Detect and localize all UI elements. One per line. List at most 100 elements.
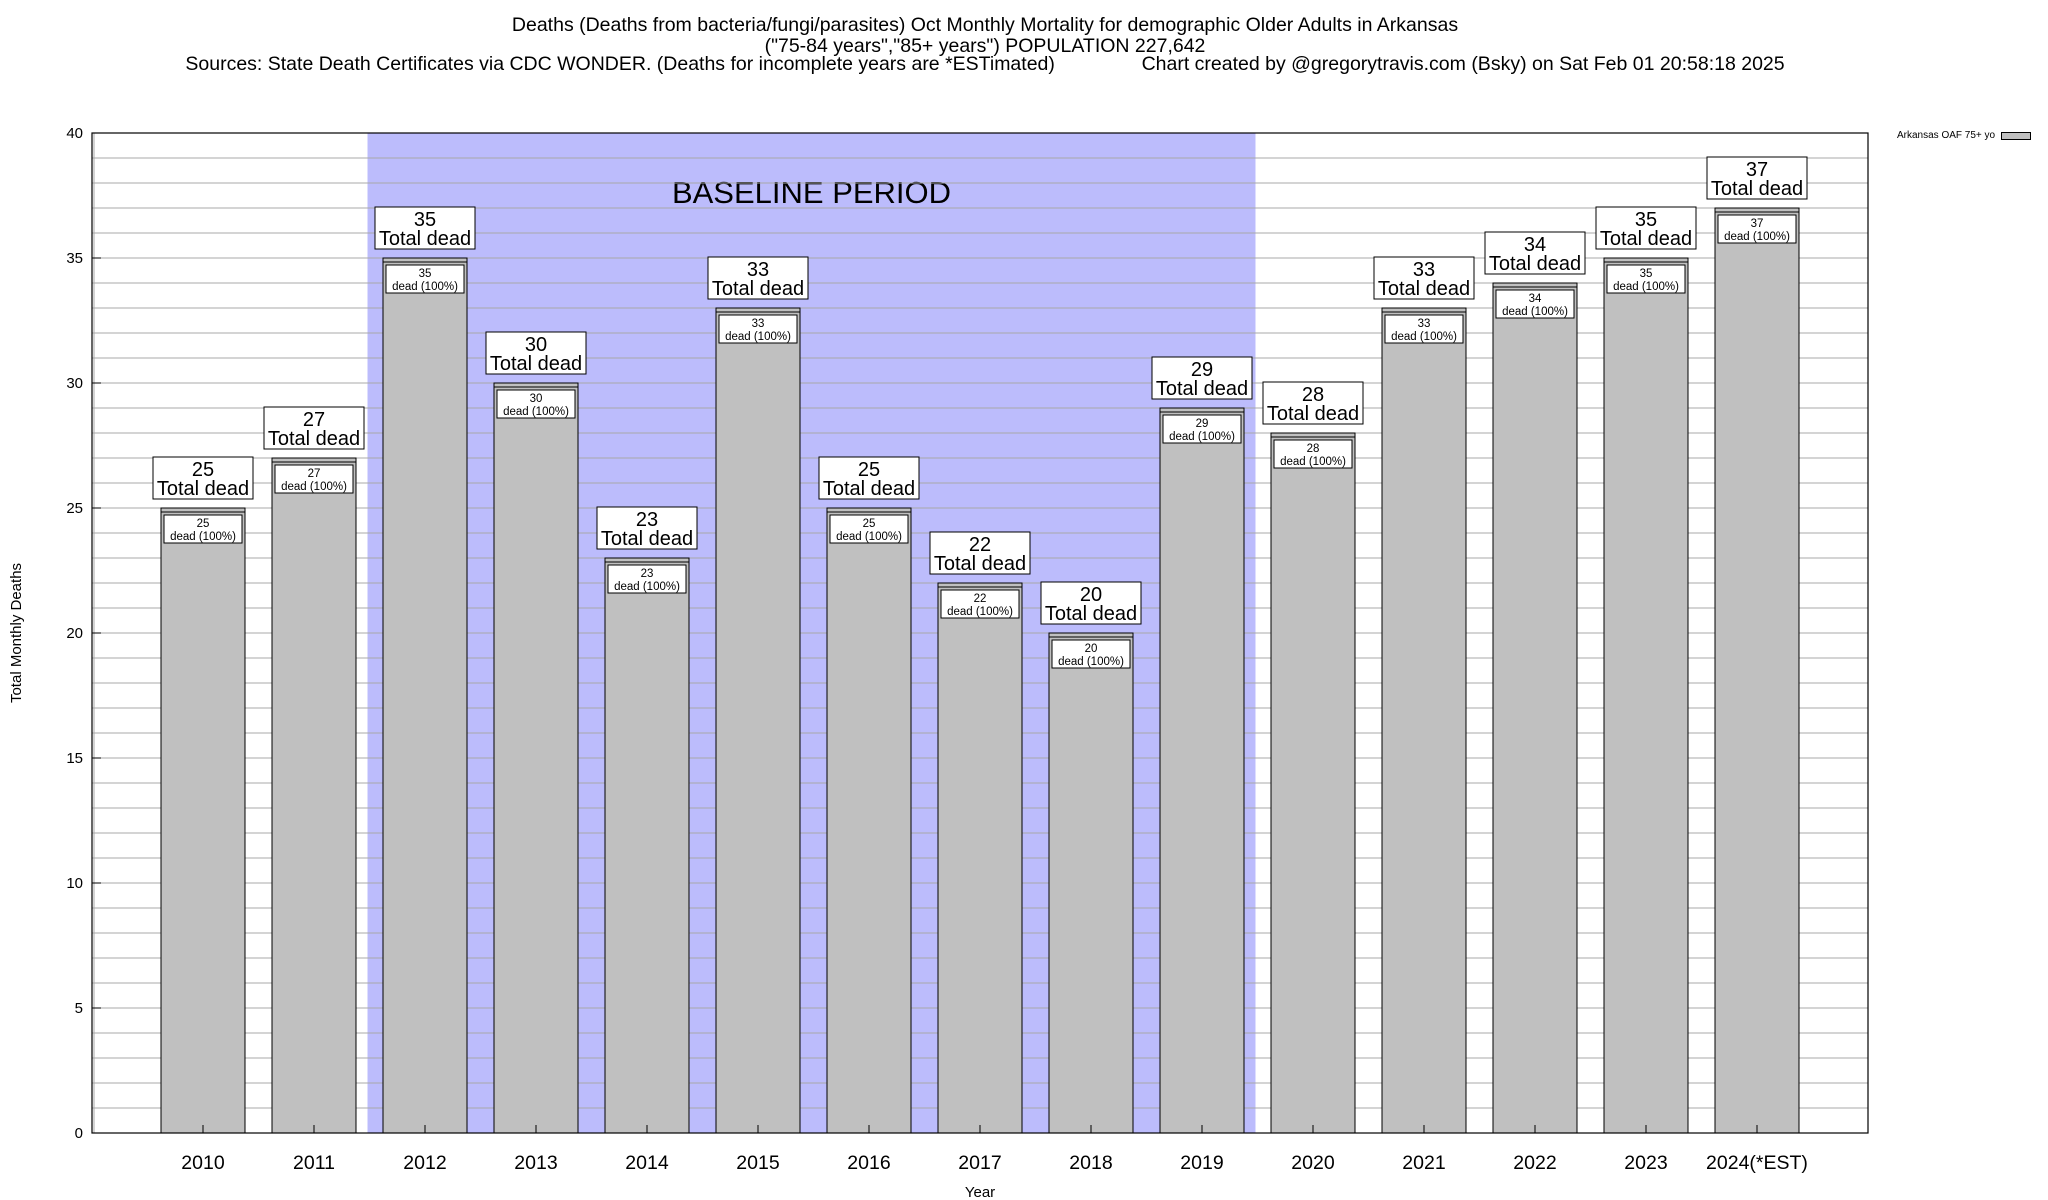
bar (1381, 307, 1467, 1134)
bar-outer-value: 33 (747, 259, 769, 281)
bar (1492, 282, 1578, 1134)
bar-inner-label-box (940, 589, 1020, 619)
bar-outer-text: Total dead (268, 428, 360, 450)
bar-outer-text: Total dead (601, 528, 693, 550)
bar-outer-label-box (818, 456, 920, 500)
bar-outer-text: Total dead (934, 553, 1026, 575)
bar-inner-value: 33 (1418, 318, 1431, 330)
bar-outer-text: Total dead (157, 478, 249, 500)
x-tick-label: 2016 (847, 1152, 890, 1174)
bar (826, 507, 912, 1134)
y-tick-label: 30 (66, 375, 83, 392)
bar-inner-label-box (1162, 414, 1242, 444)
bar-inner-value: 22 (974, 593, 987, 605)
bar-inner-value: 34 (1529, 293, 1542, 305)
legend-swatch (2001, 131, 2032, 140)
bar-inner-value: 25 (197, 518, 210, 530)
bar-inner-value: 20 (1085, 643, 1098, 655)
bar-inner-label-box (1273, 439, 1353, 469)
bar-inner-text: dead (100%) (725, 331, 791, 343)
bar-outer-label-box (374, 206, 476, 250)
x-tick-label: 2022 (1513, 1152, 1556, 1174)
bar-inner-text: dead (100%) (170, 531, 236, 543)
bar-inner-text: dead (100%) (1724, 231, 1790, 243)
bar-inner-text: dead (100%) (392, 281, 458, 293)
bar-inner-label-box (385, 264, 465, 294)
bar-inner-text: dead (100%) (947, 606, 1013, 618)
bar-inner-value: 29 (1196, 418, 1209, 430)
y-axis-title: Total Monthly Deaths (8, 563, 25, 703)
x-tick-label: 2014 (625, 1152, 669, 1174)
bar (1603, 257, 1689, 1134)
y-tick-label: 25 (66, 500, 83, 517)
bar-inner-value: 23 (641, 568, 654, 580)
y-tick-label: 20 (66, 625, 83, 642)
bar-outer-text: Total dead (379, 228, 471, 250)
bar-outer-text: Total dead (1378, 278, 1470, 300)
baseline-period-label: BASELINE PERIOD (672, 175, 951, 210)
bar (715, 307, 801, 1134)
y-tick-label: 35 (66, 250, 83, 267)
bar-inner-value: 30 (530, 393, 543, 405)
y-tick-label: 10 (66, 875, 83, 892)
x-tick-label: 2024(*EST) (1706, 1152, 1808, 1174)
bar (382, 257, 468, 1134)
bar-outer-value: 25 (858, 459, 880, 481)
bar-inner-value: 25 (863, 518, 876, 530)
bar-inner-text: dead (100%) (1502, 306, 1568, 318)
bar-outer-label-box (1595, 206, 1697, 250)
bar-outer-value: 23 (636, 509, 658, 531)
bar (271, 457, 357, 1134)
x-tick-label: 2020 (1291, 1152, 1335, 1174)
x-tick-label: 2010 (181, 1152, 225, 1174)
x-tick-label: 2023 (1624, 1152, 1667, 1174)
bar-inner-text: dead (100%) (1280, 456, 1346, 468)
plot-frame (91, 132, 1869, 1134)
bar-inner-text: dead (100%) (1613, 281, 1679, 293)
bar-outer-value: 37 (1746, 159, 1768, 181)
bar-outer-value: 30 (525, 334, 547, 356)
bar-outer-label-box (1706, 156, 1808, 200)
chart-title-line-1: Deaths (Deaths from bacteria/fungi/paras… (511, 14, 1459, 36)
bar-outer-value: 27 (303, 409, 325, 431)
bar (1159, 407, 1245, 1134)
bar-inner-label-box (1717, 214, 1797, 244)
bar (493, 382, 579, 1134)
y-tick-label: 5 (75, 1000, 83, 1017)
bar-outer-value: 29 (1191, 359, 1213, 381)
bar-outer-text: Total dead (1267, 403, 1359, 425)
bar (937, 582, 1023, 1134)
bar-outer-text: Total dead (1156, 378, 1248, 400)
bar-inner-label-box (718, 314, 798, 344)
bar-inner-value: 28 (1307, 443, 1320, 455)
bar-outer-value: 35 (1635, 209, 1657, 231)
bar-outer-label-box (1484, 231, 1586, 275)
bar-inner-label-box (1051, 639, 1131, 669)
bar-inner-text: dead (100%) (503, 406, 569, 418)
bar-outer-value: 34 (1524, 234, 1546, 256)
bar-inner-text: dead (100%) (1058, 656, 1124, 668)
bar-outer-value: 22 (969, 534, 991, 556)
bar-outer-label-box (596, 506, 698, 550)
y-tick-label: 0 (75, 1125, 83, 1142)
bar-inner-value: 33 (752, 318, 765, 330)
x-tick-label: 2018 (1069, 1152, 1112, 1174)
bar-inner-text: dead (100%) (281, 481, 347, 493)
bar-outer-value: 28 (1302, 384, 1324, 406)
bar-outer-text: Total dead (1489, 253, 1581, 275)
bar-outer-value: 35 (414, 209, 436, 231)
x-tick-label: 2021 (1402, 1152, 1445, 1174)
x-tick-label: 2015 (736, 1152, 780, 1174)
bar-outer-label-box (263, 406, 365, 450)
bar-outer-label-box (1040, 581, 1142, 625)
x-tick-label: 2013 (514, 1152, 557, 1174)
bar-outer-text: Total dead (823, 478, 915, 500)
legend: Arkansas OAF 75+ yo (1897, 130, 2032, 141)
bar-inner-text: dead (100%) (1391, 331, 1457, 343)
bar-inner-label-box (496, 389, 576, 419)
x-tick-label: 2017 (958, 1152, 1001, 1174)
bar-inner-text: dead (100%) (836, 531, 902, 543)
bar-outer-label-box (929, 531, 1031, 575)
x-tick-label: 2019 (1180, 1152, 1223, 1174)
